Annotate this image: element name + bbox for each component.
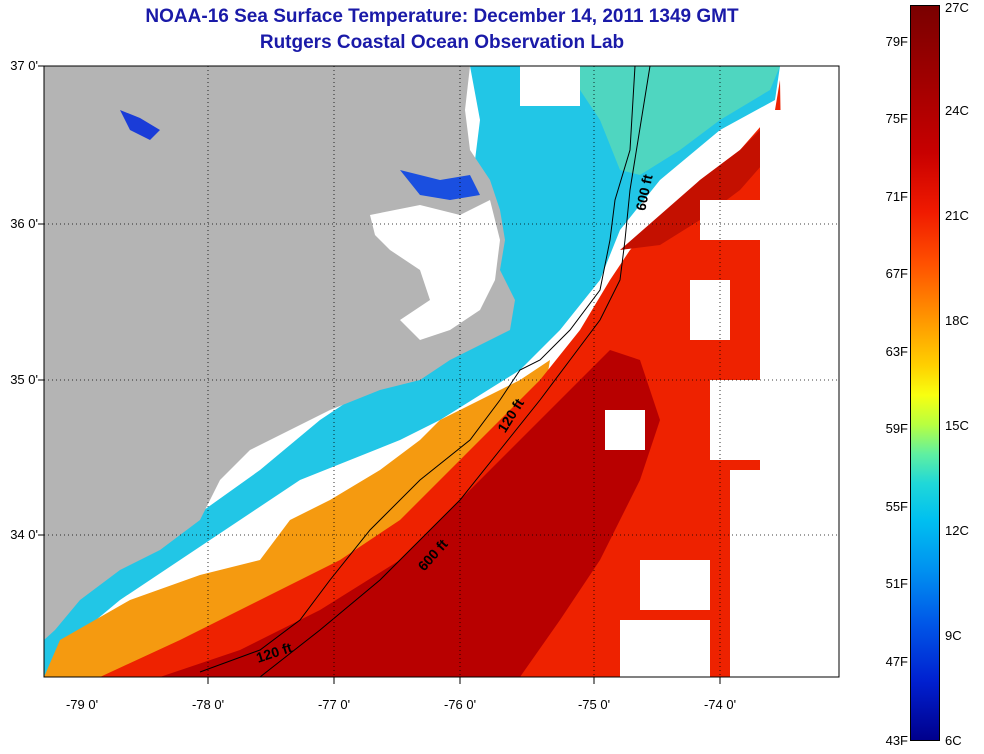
- colorbar-c-18: 18C: [945, 313, 969, 328]
- transition-water: [44, 360, 550, 677]
- gulf-stream-outer: [100, 80, 790, 677]
- map-title: NOAA-16 Sea Surface Temperature: Decembe…: [145, 6, 739, 27]
- pamlico-sound: [370, 200, 500, 340]
- map-subtitle: Rutgers Coastal Ocean Observation Lab: [259, 32, 625, 53]
- graticule: [44, 66, 839, 677]
- lon-label-75: -75 0': [577, 697, 611, 712]
- colorbar-c-21: 21C: [945, 208, 969, 223]
- land: [44, 66, 515, 640]
- teal-offshore: [560, 66, 780, 175]
- colorbar-f-71: 71F: [885, 189, 908, 204]
- sst-map: 600 ft 120 ft 600 ft 120 ft: [38, 65, 840, 684]
- colorbar-c-27: 27C: [945, 0, 969, 15]
- isobath-label-600ft-north: 600 ft: [632, 173, 655, 212]
- warm-core: [160, 350, 660, 677]
- lat-label-34: 34 0': [10, 527, 38, 542]
- colorbar-f-55: 55F: [885, 499, 908, 514]
- lon-label-78: -78 0': [191, 697, 225, 712]
- lon-label-74: -74 0': [703, 697, 737, 712]
- colorbar-c-6: 6C: [945, 733, 962, 748]
- albemarle-sound: [400, 170, 480, 200]
- colorbar-c-15: 15C: [945, 418, 969, 433]
- colorbar-f-67: 67F: [885, 266, 908, 281]
- lat-label-35: 35 0': [10, 372, 38, 387]
- map-frame: [43, 65, 840, 678]
- colorbar-f-75: 75F: [885, 111, 908, 126]
- temperature-colorbar: [910, 5, 940, 741]
- isobath-120ft: [199, 66, 636, 673]
- colorbar-c-24: 24C: [945, 103, 969, 118]
- colorbar-f-79: 79F: [885, 34, 908, 49]
- lat-label-36: 36 0': [10, 216, 38, 231]
- lon-label-77: -77 0': [317, 697, 351, 712]
- lat-label-37: 37 0': [10, 58, 38, 73]
- offshore-clouds: [520, 66, 839, 677]
- colorbar-c-12: 12C: [945, 523, 969, 538]
- warm-filament: [620, 120, 775, 250]
- lon-label-76: -76 0': [443, 697, 477, 712]
- axis-ticks: [38, 65, 721, 684]
- colorbar-f-63: 63F: [885, 344, 908, 359]
- isobath-600ft: [259, 66, 651, 677]
- colorbar-f-59: 59F: [885, 421, 908, 436]
- lake-blue: [120, 110, 160, 140]
- lon-label-79: -79 0': [65, 697, 99, 712]
- colorbar-f-51: 51F: [885, 576, 908, 591]
- colorbar-f-47: 47F: [885, 654, 908, 669]
- colorbar-f-43: 43F: [885, 733, 908, 748]
- colorbar-c-9: 9C: [945, 628, 962, 643]
